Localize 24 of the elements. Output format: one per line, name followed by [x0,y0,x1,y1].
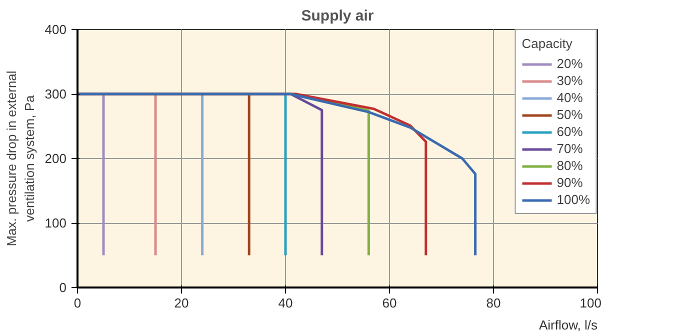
x-tick-label: 0 [74,296,82,310]
y-tick-label: 0 [59,280,67,295]
legend-label: 80% [556,158,583,173]
x-tick-label: 40 [278,296,293,310]
legend-title: Capacity [522,36,574,51]
y-tick-label: 100 [44,216,67,230]
y-axis-title: Max. pressure drop in external ventilation system, Pa [4,70,37,246]
x-axis-title: Airflow, l/s [538,318,598,332]
x-tick-label: 100 [580,296,602,310]
y-tick-label: 200 [44,151,67,166]
chart-title: Supply air [301,8,374,24]
legend-label: 30% [556,73,583,88]
x-tick-label: 80 [486,296,501,310]
legend-label: 90% [556,175,583,190]
legend-label: 40% [556,90,583,105]
legend-label: 20% [556,56,583,71]
legend-label: 70% [556,141,583,156]
y-tick-label: 400 [44,22,67,37]
x-tick-label: 20 [174,296,189,310]
y-tick-label: 300 [44,86,67,102]
legend-label: 100% [556,192,590,207]
legend-label: 60% [556,124,583,139]
x-tick-label: 60 [382,296,397,310]
legend-label: 50% [556,107,583,122]
